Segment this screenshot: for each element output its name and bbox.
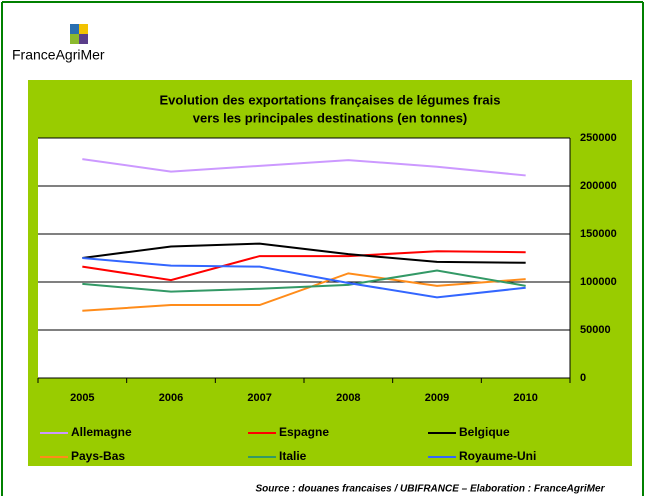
legend-label: Belgique [459, 425, 510, 439]
series-line [82, 272, 526, 312]
x-tick-label: 2009 [425, 392, 449, 404]
series-line [82, 257, 526, 299]
chart-title: Evolution des exportations françaises de… [160, 92, 501, 107]
y-tick-label: 200000 [580, 180, 617, 192]
series-line [82, 242, 526, 264]
x-tick-label: 2010 [513, 392, 537, 404]
logo-text: FranceAgriMer [12, 47, 105, 63]
x-tick-label: 2008 [336, 392, 360, 404]
legend-label: Royaume-Uni [459, 449, 536, 463]
legend-label: Espagne [279, 425, 329, 439]
chart-title: vers les principales destinations (en to… [193, 110, 468, 125]
legend-label: Allemagne [71, 425, 132, 439]
x-tick-label: 2007 [247, 392, 271, 404]
y-tick-label: 100000 [580, 276, 617, 288]
legend-label: Pays-Bas [71, 449, 125, 463]
y-tick-label: 250000 [580, 132, 617, 144]
legend-label: Italie [279, 449, 307, 463]
logo-icon [70, 24, 88, 44]
x-tick-label: 2005 [70, 392, 94, 404]
series-line [82, 269, 526, 293]
source: Source : douanes francaises / UBIFRANCE … [256, 484, 606, 495]
plot-area [38, 138, 570, 378]
y-tick-label: 50000 [580, 324, 611, 336]
y-tick-label: 150000 [580, 228, 617, 240]
series-line [82, 158, 526, 177]
x-tick-label: 2006 [159, 392, 183, 404]
series-line [82, 250, 526, 282]
y-tick-label: 0 [580, 372, 586, 384]
